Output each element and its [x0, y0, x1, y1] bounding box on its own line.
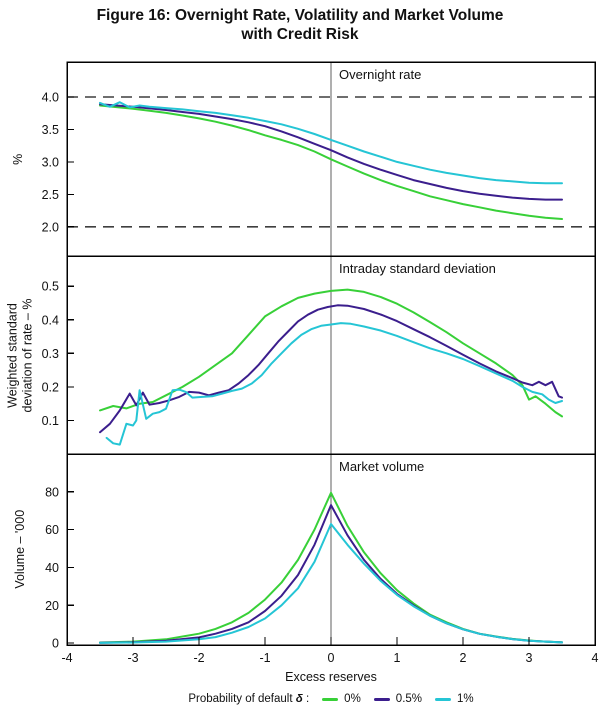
y-tick-label: 0.4: [42, 313, 59, 327]
y-axis-title-std-deviation: Weighted standard deviation of rate – %: [5, 298, 35, 413]
series-line-1pct: [99, 101, 563, 185]
y-tick-label: 0: [52, 637, 59, 651]
y-tick-label: 3.0: [42, 155, 59, 169]
y-tick-label: 0.1: [42, 414, 59, 428]
x-tick-label: -4: [61, 651, 72, 665]
legend-swatch-1: [373, 697, 390, 701]
y-axis-title-volume: Volume – '000: [12, 509, 27, 589]
x-tick-label: 4: [592, 651, 599, 665]
legend-label-1: 0.5%: [395, 693, 423, 705]
legend-swatch-2: [435, 697, 452, 701]
x-tick-label: 3: [526, 651, 533, 665]
legend-caption-text: Probability of default: [188, 693, 296, 705]
x-tick-label: -2: [193, 651, 204, 665]
y-tick-label: 2.0: [42, 220, 59, 234]
x-tick-label: 2: [460, 651, 467, 665]
y-tick-label: 3.5: [42, 123, 59, 137]
panel-title: Intraday standard deviation: [339, 261, 496, 276]
series-line-0pct: [99, 104, 563, 220]
delta-symbol: δ: [295, 693, 303, 705]
y-tick-label: 40: [45, 561, 59, 575]
figure-title-line2: with Credit Risk: [241, 26, 359, 43]
chart-legend: Probability of default δ : 0% 0.5% 1%: [67, 693, 595, 705]
y-tick-label: 2.5: [42, 188, 59, 202]
y-tick-label: 80: [45, 485, 59, 499]
legend-swatch-0: [322, 697, 339, 701]
x-axis-title: Excess reserves: [285, 670, 377, 684]
figure-title-line1: Figure 16: Overnight Rate, Volatility an…: [96, 7, 504, 24]
x-tick-label: 0: [328, 651, 335, 665]
figure-title: Figure 16: Overnight Rate, Volatility an…: [0, 6, 600, 44]
series-line-1pct: [105, 322, 563, 446]
y-tick-label: 4.0: [42, 91, 59, 105]
panel-title: Overnight rate: [339, 67, 421, 82]
y-axis-title-overnight-rate: %: [10, 153, 25, 165]
y-tick-label: 0.5: [42, 280, 59, 294]
legend-caption: Probability of default δ :: [188, 693, 309, 705]
y-tick-label: 20: [45, 599, 59, 613]
legend-item-0_5pct: 0.5%: [373, 693, 423, 705]
legend-item-1pct: 1%: [435, 693, 474, 705]
series-line-0_5pct: [99, 103, 563, 201]
legend-caption-colon: :: [302, 693, 310, 705]
x-tick-label: -3: [127, 651, 138, 665]
y-tick-label: 0.2: [42, 380, 59, 394]
panel-title: Market volume: [339, 459, 424, 474]
series-line-1pct: [99, 523, 563, 644]
legend-label-0: 0%: [344, 693, 361, 705]
legend-label-2: 1%: [457, 693, 474, 705]
x-tick-label: -1: [259, 651, 270, 665]
x-tick-label: 1: [394, 651, 401, 665]
y-tick-label: 60: [45, 523, 59, 537]
legend-item-0pct: 0%: [322, 693, 361, 705]
series-line-0_5pct: [99, 304, 563, 434]
y-tick-label: 0.3: [42, 347, 59, 361]
